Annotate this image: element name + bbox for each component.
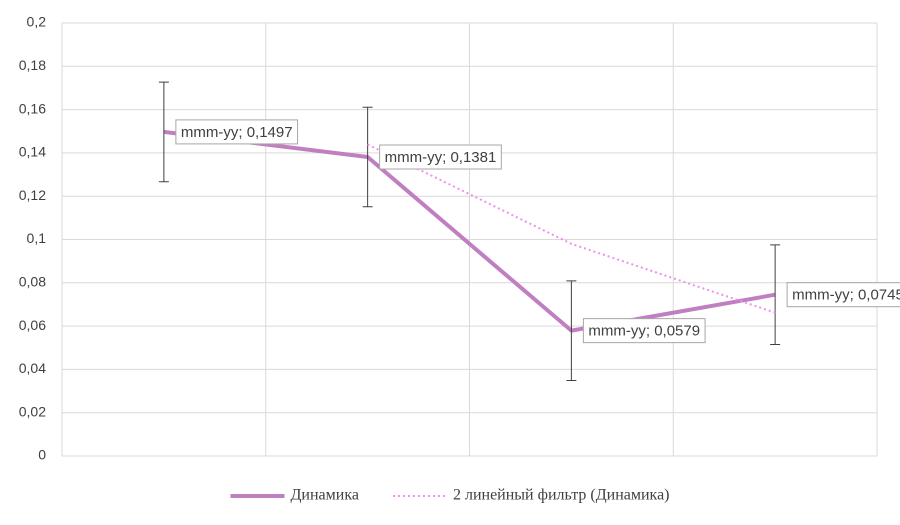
data-label-text: mmm-yy; 0,1381: [385, 149, 497, 166]
data-label-text: mmm-yy; 0,0579: [588, 323, 700, 340]
data-label: mmm-yy; 0,0745: [786, 282, 900, 308]
legend-item: 2 линейный фильтр (Динамика): [392, 487, 670, 504]
data-label-box: [786, 282, 900, 308]
y-tick-label: 0,14: [19, 144, 46, 160]
y-tick-label: 0,06: [19, 317, 46, 333]
data-label: mmm-yy; 0,1381: [379, 144, 502, 170]
y-tick-label: 0,12: [19, 187, 46, 203]
data-label-text: mmm-yy; 0,1497: [181, 124, 293, 141]
y-tick-label: 0,18: [19, 57, 46, 73]
legend-item: Динамика: [230, 487, 359, 504]
error-bar: [770, 244, 781, 346]
error-bar: [362, 106, 373, 208]
data-label-box: [582, 318, 706, 344]
data-label-text: mmm-yy; 0,0745: [792, 287, 900, 304]
data-label: mmm-yy; 0,0579: [582, 318, 706, 344]
data-label-box: [379, 144, 502, 170]
error-bar: [566, 280, 577, 381]
y-tick-label: 0: [38, 447, 46, 463]
series-line: [163, 129, 776, 333]
y-tick-label: 0,04: [19, 360, 46, 376]
legend-label: 2 линейный фильтр (Динамика): [453, 487, 670, 504]
y-tick-label: 0,08: [19, 274, 46, 290]
y-tick-label: 0,1: [27, 230, 47, 246]
data-label: mmm-yy; 0,1497: [175, 119, 299, 145]
error-bar: [158, 81, 169, 183]
y-tick-label: 0,02: [19, 403, 46, 419]
y-tick-label: 0,2: [27, 14, 47, 30]
legend-label: Динамика: [290, 487, 358, 504]
y-tick-label: 0,16: [19, 100, 46, 116]
data-label-box: [175, 119, 299, 145]
trendline: [367, 143, 776, 314]
